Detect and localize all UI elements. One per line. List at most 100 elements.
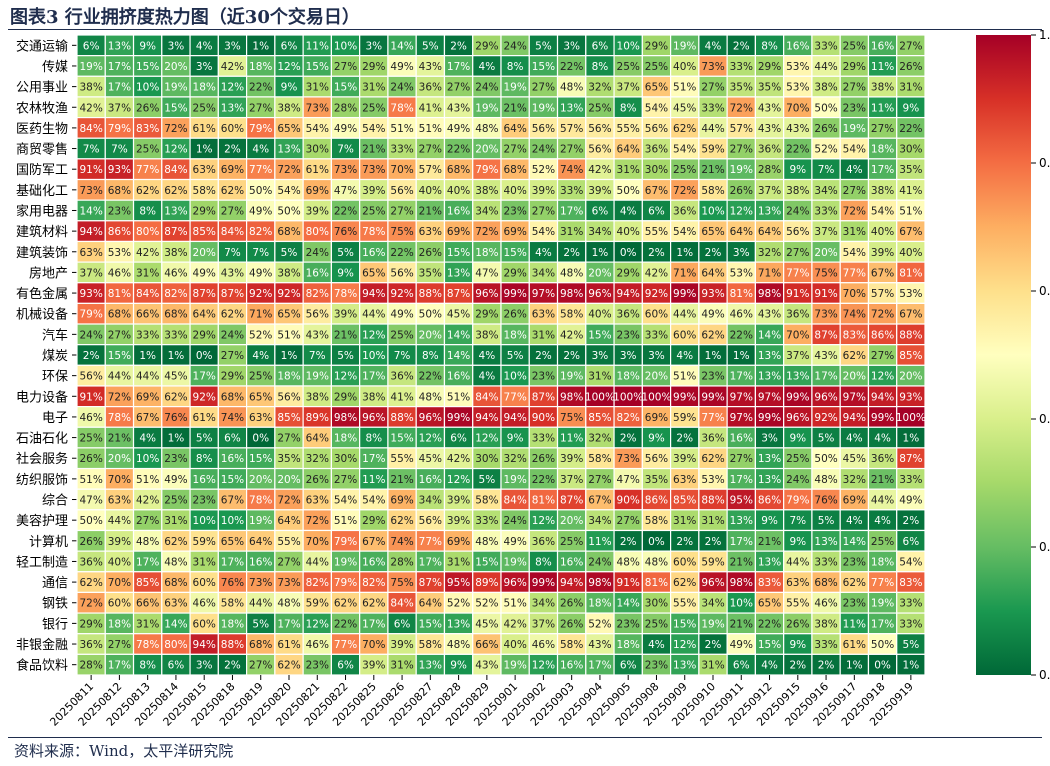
cell-label: 1% bbox=[733, 350, 750, 362]
cell-label: 25% bbox=[843, 40, 866, 52]
cell-label: 8% bbox=[761, 40, 778, 52]
cell-label: 62% bbox=[221, 185, 244, 197]
cell-label: 76% bbox=[814, 495, 837, 507]
row-label: 基础化工 bbox=[16, 184, 68, 199]
cell-label: 24% bbox=[79, 329, 102, 341]
cell-label: 72% bbox=[164, 123, 187, 135]
cell-label: 69% bbox=[447, 226, 470, 238]
cell-label: 27% bbox=[277, 433, 300, 445]
cell-label: 49% bbox=[899, 495, 922, 507]
cell-label: 13% bbox=[758, 371, 781, 383]
cell-label: 70% bbox=[362, 639, 385, 651]
cell-label: 29% bbox=[193, 205, 216, 217]
cell-label: 22% bbox=[334, 618, 357, 630]
cell-label: 14% bbox=[843, 536, 866, 548]
cell-label: 52% bbox=[249, 329, 272, 341]
cell-label: 31% bbox=[843, 226, 866, 238]
cell-label: 56% bbox=[419, 515, 442, 527]
cell-label: 53% bbox=[899, 288, 922, 300]
cell-label: 67% bbox=[871, 267, 894, 279]
cell-label: 16% bbox=[249, 556, 272, 568]
cell-label: 14% bbox=[164, 618, 187, 630]
cell-label: 38% bbox=[814, 82, 837, 94]
cell-label: 12% bbox=[447, 474, 470, 486]
cell-label: 78% bbox=[249, 495, 272, 507]
cell-label: 56% bbox=[532, 123, 555, 135]
cell-label: 11% bbox=[306, 40, 329, 52]
cell-label: 95% bbox=[447, 577, 470, 589]
colorbar-tick-label: 0.6 bbox=[1039, 284, 1050, 298]
cell-label: 96% bbox=[362, 412, 385, 424]
cell-label: 42% bbox=[588, 164, 611, 176]
cell-label: 27% bbox=[277, 556, 300, 568]
cell-label: 56% bbox=[588, 123, 611, 135]
cell-label: 94% bbox=[193, 639, 216, 651]
cell-label: 15% bbox=[447, 247, 470, 259]
cell-label: 13% bbox=[758, 350, 781, 362]
cell-label: 39% bbox=[588, 185, 611, 197]
cell-label: 19% bbox=[560, 371, 583, 383]
row-label: 医药生物 bbox=[16, 122, 68, 137]
cell-label: 19% bbox=[503, 82, 526, 94]
cell-label: 7% bbox=[111, 144, 128, 156]
cell-label: 15% bbox=[503, 247, 526, 259]
cell-label: 5% bbox=[818, 433, 835, 445]
cell-label: 2% bbox=[818, 660, 835, 672]
cell-label: 25% bbox=[645, 618, 668, 630]
row-label: 石油石化 bbox=[16, 432, 68, 447]
cell-label: 82% bbox=[617, 412, 640, 424]
cell-label: 24% bbox=[221, 329, 244, 341]
cell-label: 62% bbox=[843, 577, 866, 589]
cell-label: 43% bbox=[306, 329, 329, 341]
cell-label: 72% bbox=[306, 515, 329, 527]
cell-label: 68% bbox=[164, 309, 187, 321]
cell-label: 26% bbox=[730, 185, 753, 197]
row-label: 交通运输 bbox=[16, 38, 68, 54]
cell-label: 2% bbox=[676, 433, 693, 445]
cell-label: 54% bbox=[673, 226, 696, 238]
cell-label: 29% bbox=[758, 61, 781, 73]
cell-label: 25% bbox=[136, 144, 159, 156]
cell-label: 51% bbox=[447, 391, 470, 403]
cell-label: 51% bbox=[390, 123, 413, 135]
cell-label: 65% bbox=[362, 267, 385, 279]
cell-label: 25% bbox=[362, 205, 385, 217]
cell-label: 37% bbox=[814, 226, 837, 238]
cell-label: 63% bbox=[673, 474, 696, 486]
cell-label: 49% bbox=[390, 309, 413, 321]
cell-label: 16% bbox=[871, 40, 894, 52]
cell-label: 13% bbox=[758, 556, 781, 568]
cell-label: 34% bbox=[701, 598, 724, 610]
cell-label: 96% bbox=[419, 412, 442, 424]
cell-label: 42% bbox=[560, 329, 583, 341]
cell-label: 85% bbox=[899, 350, 922, 362]
cell-label: 27% bbox=[334, 474, 357, 486]
cell-label: 37% bbox=[617, 82, 640, 94]
cell-label: 75% bbox=[390, 577, 413, 589]
cell-label: 36% bbox=[617, 309, 640, 321]
cell-label: 99% bbox=[701, 391, 724, 403]
cell-label: 33% bbox=[136, 329, 159, 341]
colorbar bbox=[976, 35, 1031, 675]
cell-label: 62% bbox=[164, 536, 187, 548]
cell-label: 39% bbox=[334, 309, 357, 321]
cell-label: 56% bbox=[786, 226, 809, 238]
cell-label: 62% bbox=[79, 577, 102, 589]
cell-label: 82% bbox=[306, 288, 329, 300]
cell-label: 92% bbox=[193, 391, 216, 403]
cell-label: 62% bbox=[164, 391, 187, 403]
cell-label: 10% bbox=[193, 515, 216, 527]
cell-label: 19% bbox=[673, 40, 696, 52]
cell-label: 65% bbox=[277, 123, 300, 135]
cell-label: 40% bbox=[419, 185, 442, 197]
cell-label: 8% bbox=[507, 61, 524, 73]
cell-label: 63% bbox=[532, 309, 555, 321]
cell-label: 29% bbox=[475, 309, 498, 321]
cell-label: 96% bbox=[786, 412, 809, 424]
row-label: 美容护理 bbox=[16, 513, 68, 529]
cell-label: 9% bbox=[139, 40, 156, 52]
cell-label: 78% bbox=[362, 226, 385, 238]
cell-label: 15% bbox=[673, 618, 696, 630]
cell-label: 13% bbox=[221, 102, 244, 114]
cell-label: 91% bbox=[617, 577, 640, 589]
